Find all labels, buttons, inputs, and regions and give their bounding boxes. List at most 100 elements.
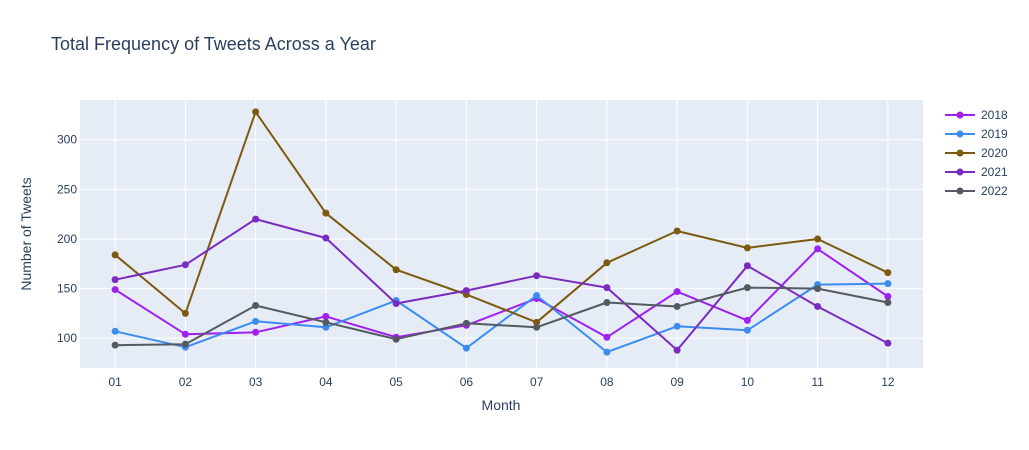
data-point (673, 346, 681, 354)
data-point (533, 318, 541, 326)
data-point (743, 262, 751, 270)
x-tick-label: 01 (108, 375, 122, 389)
data-point (252, 301, 260, 309)
data-point (322, 312, 330, 320)
series-group (111, 108, 892, 356)
data-point (322, 209, 330, 217)
chart-title: Total Frequency of Tweets Across a Year (51, 34, 376, 54)
x-axis-ticks: 01 02 03 04 05 06 07 08 09 10 11 12 (108, 375, 894, 389)
data-point (322, 318, 330, 326)
series-line-2018 (114, 247, 889, 339)
data-point (462, 344, 470, 352)
data-point (673, 302, 681, 310)
y-tick-label: 150 (57, 282, 77, 296)
legend-marker (956, 187, 964, 195)
y-axis-title: Number of Tweets (18, 177, 34, 290)
data-point (884, 298, 892, 306)
series-line-2020 (114, 110, 889, 324)
x-tick-label: 02 (179, 375, 193, 389)
data-point (462, 287, 470, 295)
legend-label: 2019 (981, 127, 1008, 141)
x-tick-label: 10 (741, 375, 755, 389)
legend-label: 2021 (981, 165, 1008, 179)
series-2020 (111, 108, 892, 326)
data-point (111, 341, 119, 349)
data-point (462, 319, 470, 327)
data-point (181, 340, 189, 348)
legend-marker (956, 149, 964, 157)
data-point (673, 322, 681, 330)
series-line-2022 (115, 286, 889, 347)
legend-marker (956, 168, 964, 176)
data-point (814, 302, 822, 310)
legend-item-2020[interactable]: 2020 (945, 146, 1008, 160)
legend-item-2021[interactable]: 2021 (945, 165, 1008, 179)
x-tick-label: 08 (600, 375, 614, 389)
y-tick-label: 300 (57, 133, 77, 147)
data-point (884, 339, 892, 347)
x-tick-label: 07 (530, 375, 544, 389)
x-tick-label: 11 (811, 375, 824, 389)
data-point (181, 309, 189, 317)
y-tick-label: 200 (57, 232, 77, 246)
data-point (392, 335, 400, 343)
legend[interactable]: 2018 2019 2020 2021 2022 (945, 108, 1008, 198)
legend-marker (956, 130, 964, 138)
series-line-2019 (114, 282, 888, 354)
data-point (392, 266, 400, 274)
data-point (884, 280, 892, 288)
data-point (884, 269, 892, 277)
data-point (252, 317, 260, 325)
y-tick-label: 100 (57, 331, 77, 345)
data-point (252, 108, 260, 116)
data-point (743, 284, 751, 292)
legend-label: 2022 (981, 184, 1008, 198)
data-point (884, 293, 892, 301)
data-point (252, 215, 260, 223)
data-point (603, 348, 611, 356)
data-point (181, 330, 189, 338)
x-tick-label: 06 (460, 375, 474, 389)
data-point (252, 328, 260, 336)
data-point (603, 333, 611, 341)
data-point (743, 326, 751, 334)
series-line-2021 (114, 218, 889, 352)
data-point (743, 244, 751, 252)
data-point (814, 285, 822, 293)
data-point (111, 327, 119, 335)
plot-area (80, 100, 923, 368)
y-tick-label: 250 (57, 182, 77, 196)
data-point (181, 261, 189, 269)
data-point (603, 284, 611, 292)
data-point (392, 299, 400, 307)
x-tick-label: 05 (389, 375, 403, 389)
x-tick-label: 04 (319, 375, 333, 389)
y-axis-ticks: 100 150 200 250 300 (57, 133, 77, 346)
data-point (603, 259, 611, 267)
x-tick-label: 09 (670, 375, 684, 389)
x-tick-label: 03 (249, 375, 263, 389)
data-point (533, 292, 541, 300)
series-2021 (111, 215, 892, 354)
data-point (814, 235, 822, 243)
data-point (111, 251, 119, 259)
legend-item-2018[interactable]: 2018 (945, 108, 1008, 122)
data-point (673, 227, 681, 235)
data-point (322, 234, 330, 242)
data-point (533, 323, 541, 331)
legend-label: 2020 (981, 146, 1008, 160)
data-point (603, 298, 611, 306)
data-point (111, 286, 119, 294)
data-point (533, 272, 541, 280)
data-point (673, 288, 681, 296)
legend-item-2022[interactable]: 2022 (945, 184, 1008, 198)
legend-item-2019[interactable]: 2019 (945, 127, 1008, 141)
data-point (743, 316, 751, 324)
legend-label: 2018 (981, 108, 1008, 122)
series-2022 (111, 284, 892, 349)
data-point (111, 276, 119, 284)
x-tick-label: 12 (881, 375, 895, 389)
data-point (814, 245, 822, 253)
gridlines (80, 100, 923, 368)
